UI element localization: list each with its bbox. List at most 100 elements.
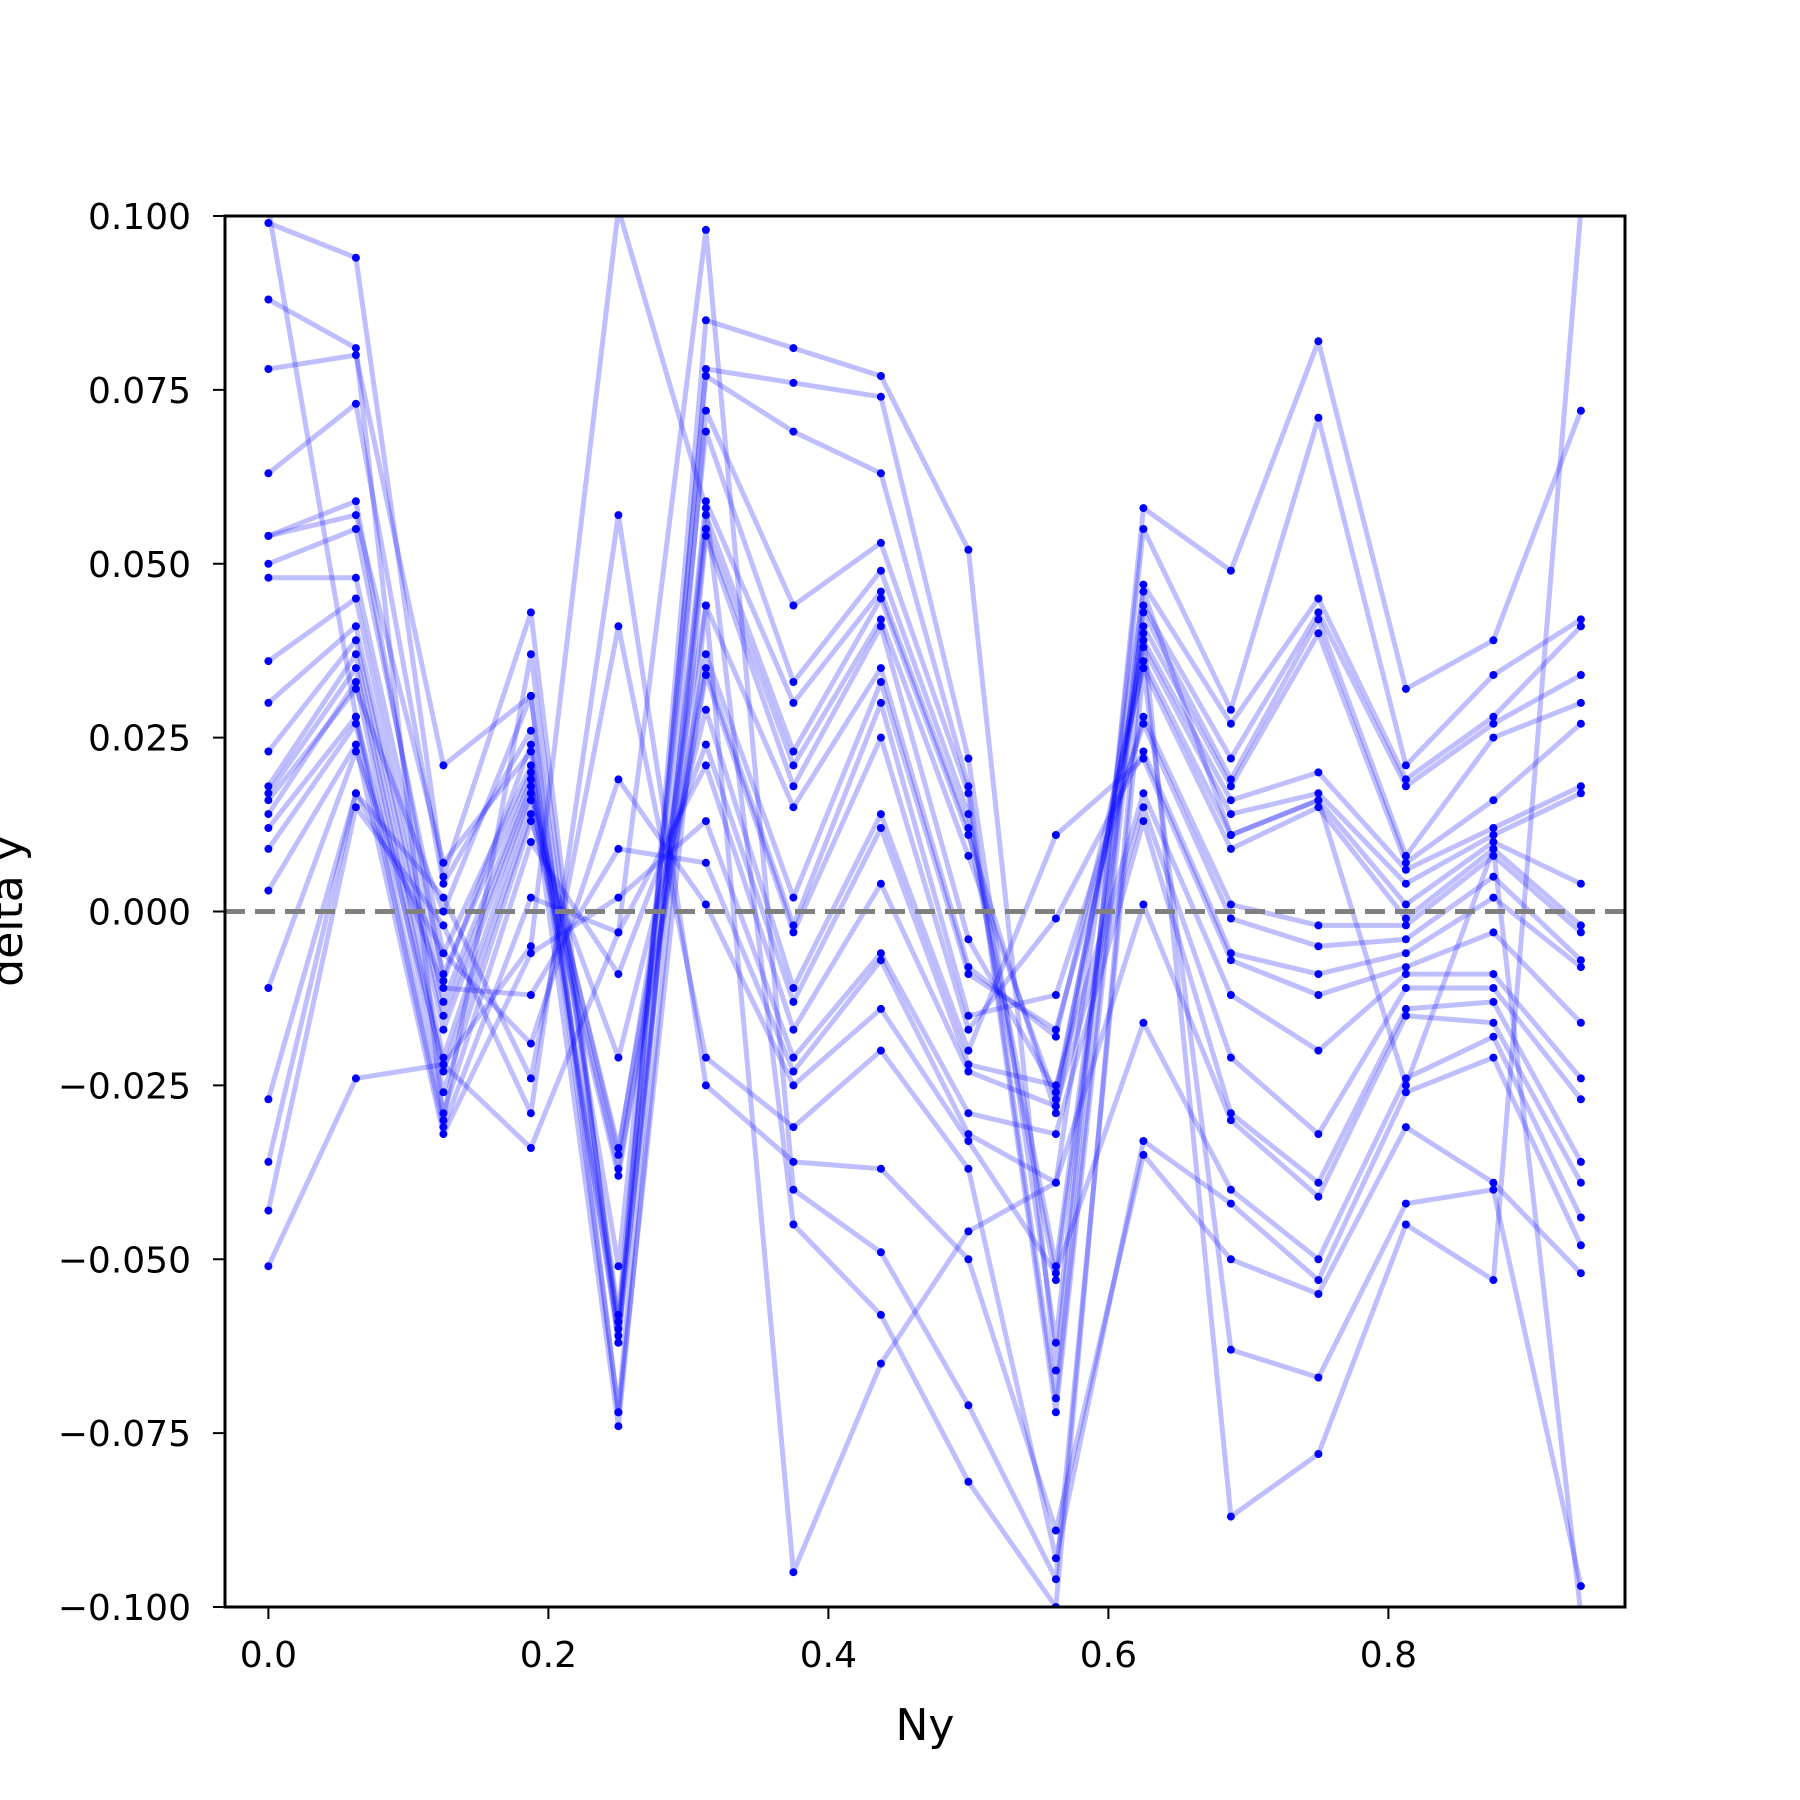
data-point [1139,525,1148,533]
data-point [1401,963,1410,972]
data-point [876,1310,885,1319]
data-point [1051,1394,1060,1403]
data-point [1489,984,1498,992]
data-point [1226,705,1235,714]
data-point [526,650,535,659]
data-point [264,469,273,478]
data-point [1051,1526,1060,1535]
data-point [1226,1512,1235,1521]
data-point [1401,879,1410,888]
data-point [439,1088,448,1097]
data-point [789,921,798,930]
data-point [964,1477,973,1486]
data-point [1139,657,1148,666]
data-point [876,1359,885,1368]
data-point [526,949,535,958]
data-point [264,984,273,992]
data-point [264,789,273,798]
data-point [439,1116,448,1125]
data-point [1051,1032,1060,1041]
series-line-24 [266,589,1583,1607]
data-point [964,851,973,860]
x-tick-label: 0.0 [240,1635,297,1676]
data-point [526,768,535,777]
data-point [1489,671,1498,679]
data-point [1226,810,1235,819]
data-point [351,664,360,673]
data-point [1051,1366,1060,1375]
data-point [614,1262,623,1271]
data-point [1401,1199,1410,1208]
data-point [1576,782,1585,791]
data-point [1489,997,1498,1006]
data-point [1226,949,1235,958]
data-point [1576,719,1585,728]
data-point [964,1011,973,1020]
data-point [1226,1185,1235,1194]
data-point [701,225,710,234]
data-point [1139,900,1148,909]
y-tick-label: 0.025 [88,719,191,760]
data-point [964,782,973,791]
data-point [264,1262,273,1271]
data-point [1139,580,1148,589]
data-point [876,1046,885,1055]
data-point [439,949,448,958]
data-point [789,698,798,707]
series-line-18 [266,749,1584,1200]
data-point [701,664,710,673]
data-point [264,295,273,304]
data-point [964,1227,973,1236]
data-point [789,1067,798,1076]
data-point [439,893,448,902]
data-point [1489,824,1498,832]
data-point [1401,1074,1410,1083]
data-point [614,1338,623,1347]
data-point [439,761,448,770]
data-point [1051,1088,1060,1097]
data-point [1576,789,1585,798]
data-point [264,219,273,227]
data-point [614,970,623,979]
data-point [1314,921,1323,930]
data-point [1401,921,1410,930]
data-point [614,1144,623,1152]
data-point [1401,1081,1410,1090]
data-point [964,1401,973,1410]
data-point [1576,671,1585,679]
series-line-9 [266,533,1582,1429]
data-point [526,691,535,700]
data-point [1489,1018,1498,1027]
data-point [1139,803,1148,812]
data-point [1401,1004,1410,1013]
data-point [614,622,623,631]
data-point [1489,831,1498,839]
series-line-13 [266,665,1583,1179]
data-point [701,1081,710,1090]
data-point [876,1164,885,1173]
data-point [1139,817,1148,826]
data-point [351,684,360,693]
data-point [1401,1088,1410,1097]
data-point [1489,1185,1498,1194]
data-point [526,810,535,819]
data-point [351,1074,360,1083]
data-point [789,1123,798,1132]
data-point [1314,615,1323,624]
data-point [876,698,885,707]
series-line-1 [267,220,1584,1373]
data-point [876,664,885,673]
data-point [351,594,360,603]
data-point [614,1310,623,1319]
data-point [1051,1178,1060,1187]
data-point [964,1060,973,1069]
data-point [1226,991,1235,999]
data-point [876,392,885,401]
data-point [614,893,623,902]
data-point [701,525,710,533]
data-point [439,907,448,916]
data-point [351,740,360,749]
data-point [1314,970,1323,979]
data-point [1226,754,1235,763]
data-point [1139,608,1148,617]
